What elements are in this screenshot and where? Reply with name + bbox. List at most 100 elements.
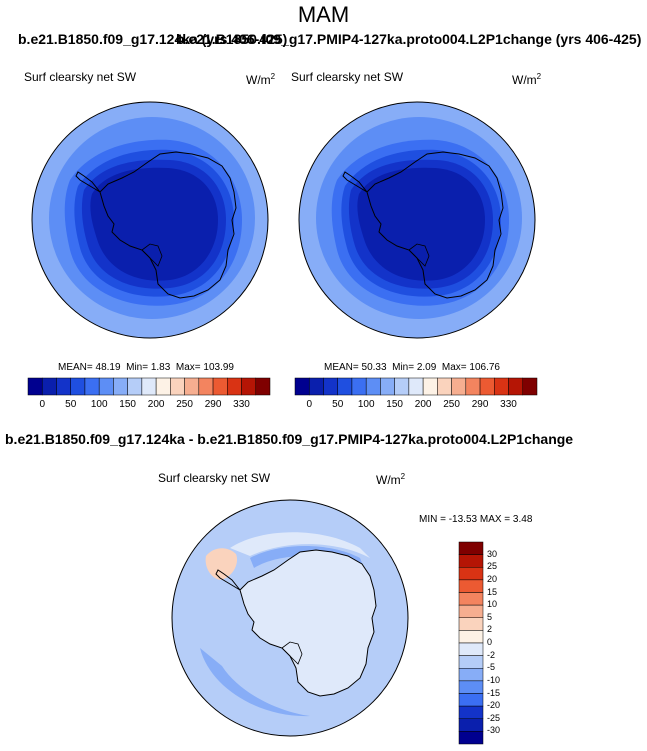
diff-stats: MIN = -13.53 MAX = 3.48 bbox=[419, 514, 533, 525]
diff-colorbar-swatch bbox=[458, 680, 484, 694]
diff-colorbar-swatch bbox=[458, 579, 484, 593]
panel1-antarctica-coastline bbox=[99, 151, 237, 299]
diff-colorbar-swatch bbox=[458, 718, 484, 732]
diff-colorbar-swatch bbox=[458, 592, 484, 606]
panel1-colorbar-swatch bbox=[170, 377, 185, 396]
panel1-colorbar-tick-label: 250 bbox=[176, 399, 193, 410]
panel2-stats: MEAN= 50.33 Min= 2.09 Max= 106.76 bbox=[324, 362, 500, 373]
panel2-colorbar-swatch bbox=[494, 377, 509, 396]
season-title: MAM bbox=[297, 2, 350, 27]
diff-antarctica-coastline bbox=[239, 549, 377, 697]
panel2-inner-field bbox=[357, 167, 485, 281]
diff-colorbar-tick-label: 5 bbox=[487, 611, 493, 622]
diff-units: W/m2 bbox=[376, 472, 406, 487]
panel1-map-border bbox=[31, 101, 269, 339]
panel1-colorbar-tick-label: 330 bbox=[233, 399, 250, 410]
panel2-colorbar-swatch bbox=[422, 377, 438, 396]
panel1-colorbar-swatch bbox=[227, 377, 242, 396]
header-left-run: b.e21.B1850.f09_g17.124ka (yrs 406-425) bbox=[18, 31, 288, 47]
diff-colorbar-swatch bbox=[458, 731, 484, 745]
panel2-colorbar-swatch bbox=[308, 377, 324, 396]
panel1-colorbar-swatch bbox=[141, 377, 157, 396]
panel2-colorbar-swatch bbox=[508, 377, 524, 396]
panel2-colorbar bbox=[294, 377, 538, 396]
panel2-units: W/m2 bbox=[512, 72, 542, 87]
diff-colorbar-swatch bbox=[458, 693, 484, 707]
panel2-colorbar-swatch bbox=[380, 377, 395, 396]
diff-colorbar-tick-label: -2 bbox=[487, 649, 496, 660]
panel2-colorbar-swatch bbox=[465, 377, 481, 396]
panel2-colorbar-tick-label: 100 bbox=[357, 399, 375, 410]
diff-colorbar-tick-label: 30 bbox=[487, 548, 498, 559]
diff-colorbar-swatch bbox=[458, 554, 484, 568]
panel2-variable-label: Surf clearsky net SW bbox=[291, 70, 404, 84]
panel1-colorbar-swatch bbox=[27, 377, 43, 396]
diff-negative-band bbox=[250, 546, 364, 568]
diff-colorbar-tick-label: 10 bbox=[487, 599, 498, 610]
panel1-colorbar-swatch bbox=[255, 377, 271, 396]
diff-colorbar-tick-label: 20 bbox=[487, 573, 498, 584]
panel2-peninsula-coastline bbox=[342, 171, 368, 193]
diff-colorbar-tick-label: -5 bbox=[487, 662, 496, 673]
panel2-colorbar-tick-label: 290 bbox=[471, 399, 489, 410]
diff-title: b.e21.B1850.f09_g17.124ka - b.e21.B1850.… bbox=[5, 431, 574, 447]
panel1-units: W/m2 bbox=[246, 72, 276, 87]
diff-colorbar-tick-label: 2 bbox=[487, 624, 493, 635]
panel2-colorbar-tick-label: 0 bbox=[306, 399, 313, 410]
panel2-colorbar-swatch bbox=[351, 377, 367, 396]
panel1-colorbar-swatch bbox=[84, 377, 100, 396]
panel2-colorbar-swatch bbox=[394, 377, 410, 396]
diff-colorbar-swatch bbox=[458, 604, 484, 618]
diff-colorbar-tick-label: 0 bbox=[487, 637, 493, 647]
diff-colorbar-ticks: 30 25 20 15 10 5 2 0 -2 -5 -10 -15 -20 -25 -30 bbox=[487, 542, 517, 744]
panel1-colorbar-swatch bbox=[241, 377, 257, 396]
panel1-colorbar-swatch bbox=[212, 377, 228, 396]
panel1-colorbar-swatch bbox=[70, 377, 86, 396]
diff-positive-anomaly bbox=[205, 548, 238, 580]
panel2-colorbar-tick-label: 150 bbox=[386, 399, 403, 410]
panel2-antarctica-coastline bbox=[366, 151, 504, 299]
diff-colorbar-swatch bbox=[458, 617, 484, 631]
diff-colorbar-swatch bbox=[458, 541, 484, 555]
panel1-colorbar-swatch bbox=[56, 377, 71, 396]
panel2-colorbar-swatch bbox=[323, 377, 338, 396]
panel2-colorbar-tick-label: 200 bbox=[414, 399, 432, 410]
panel2-colorbar-swatch bbox=[522, 377, 538, 396]
panel1-polar-map bbox=[31, 101, 269, 339]
panel1-colorbar-tick-label: 150 bbox=[119, 399, 136, 410]
panel2-ice-shelf-coastline bbox=[408, 243, 430, 267]
diff-negative-band-southwest bbox=[200, 648, 310, 717]
diff-colorbar-tick-label: 15 bbox=[487, 586, 498, 597]
panel1-colorbar-tick-label: 100 bbox=[90, 399, 108, 410]
panel2-colorbar-swatch bbox=[365, 377, 381, 396]
diff-colorbar-tick-label: -15 bbox=[487, 687, 501, 698]
panel1-colorbar-ticks: 0 50 100 150 200 250 290 330 bbox=[28, 399, 270, 413]
panel2-colorbar-swatch bbox=[294, 377, 310, 396]
diff-colorbar-swatch bbox=[458, 567, 484, 581]
panel1-colorbar-swatch bbox=[127, 377, 143, 396]
header-right-run: b.e21.B1850.f09_g17.PMIP4-127ka.proto004… bbox=[176, 31, 642, 47]
diff-colorbar-tick-label: 25 bbox=[487, 561, 498, 572]
panel1-colorbar-swatch bbox=[41, 377, 57, 396]
panel1-colorbar-tick-label: 50 bbox=[65, 399, 77, 410]
panel1-inner-field bbox=[90, 167, 218, 281]
diff-polar-map bbox=[171, 499, 409, 737]
panel2-map-border bbox=[298, 101, 536, 339]
panel2-colorbar-swatch bbox=[437, 377, 452, 396]
diff-variable-label: Surf clearsky net SW bbox=[158, 471, 271, 485]
diff-colorbar-swatch bbox=[458, 705, 484, 719]
panel1-colorbar bbox=[27, 377, 271, 396]
panel2-colorbar-swatch bbox=[408, 377, 424, 396]
diff-colorbar bbox=[458, 541, 484, 745]
panel1-colorbar-swatch bbox=[155, 377, 171, 396]
panel1-peninsula-coastline bbox=[75, 171, 101, 193]
diff-light-band-north bbox=[230, 532, 370, 558]
diff-antarctica-field bbox=[240, 550, 376, 696]
diff-map-border bbox=[171, 499, 409, 737]
diff-peninsula-coastline bbox=[215, 569, 241, 591]
panel1-colorbar-swatch bbox=[184, 377, 200, 396]
panel1-ice-shelf-coastline bbox=[141, 243, 163, 267]
diff-colorbar-swatch bbox=[458, 668, 484, 682]
panel1-colorbar-tick-label: 0 bbox=[39, 399, 46, 410]
panel1-colorbar-swatch bbox=[198, 377, 214, 396]
